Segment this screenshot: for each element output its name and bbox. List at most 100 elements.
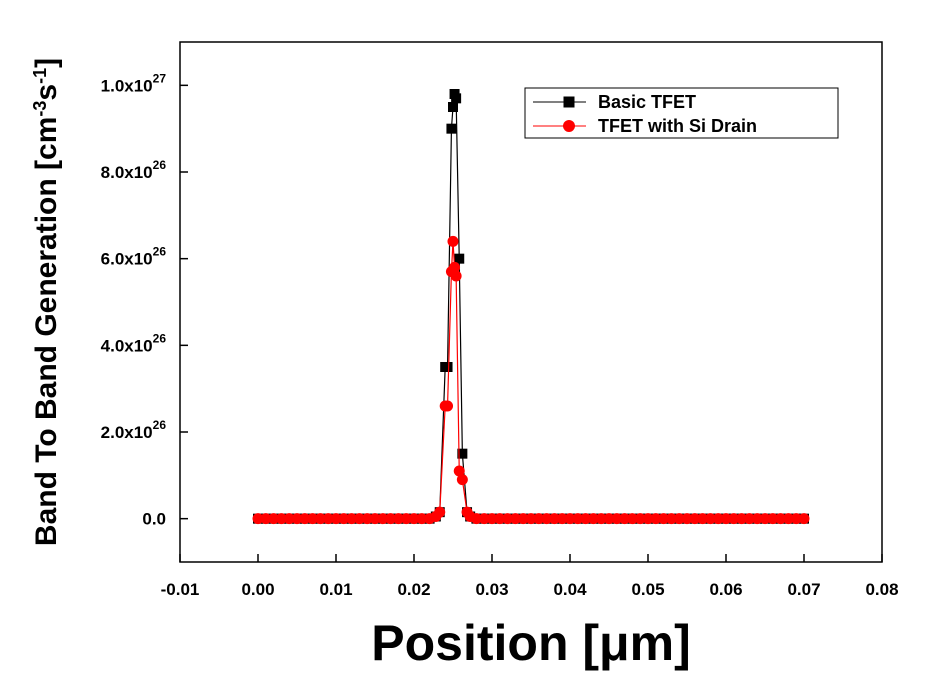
data-point-tfet-with-si-drain bbox=[299, 513, 311, 525]
data-point-tfet-with-si-drain bbox=[775, 513, 787, 525]
data-point-tfet-with-si-drain bbox=[252, 513, 264, 525]
data-point-tfet-with-si-drain bbox=[338, 513, 350, 525]
data-point-tfet-with-si-drain bbox=[268, 513, 280, 525]
data-point-tfet-with-si-drain bbox=[447, 235, 459, 247]
data-point-basic-tfet bbox=[448, 102, 458, 112]
legend-marker-basic-tfet bbox=[563, 96, 575, 108]
data-point-tfet-with-si-drain bbox=[611, 513, 623, 525]
x-tick-label: -0.01 bbox=[161, 580, 200, 599]
data-point-tfet-with-si-drain bbox=[541, 513, 553, 525]
data-point-tfet-with-si-drain bbox=[517, 513, 529, 525]
data-point-tfet-with-si-drain bbox=[689, 513, 701, 525]
data-point-tfet-with-si-drain bbox=[767, 513, 779, 525]
x-tick-label: 0.02 bbox=[397, 580, 430, 599]
data-point-tfet-with-si-drain bbox=[408, 513, 420, 525]
data-point-tfet-with-si-drain bbox=[369, 513, 381, 525]
data-point-tfet-with-si-drain bbox=[603, 513, 615, 525]
data-point-tfet-with-si-drain bbox=[673, 513, 685, 525]
data-point-tfet-with-si-drain bbox=[712, 513, 724, 525]
x-tick-label: 0.03 bbox=[475, 580, 508, 599]
data-point-tfet-with-si-drain bbox=[595, 513, 607, 525]
data-point-tfet-with-si-drain bbox=[564, 513, 576, 525]
series-line-basic-tfet bbox=[258, 93, 804, 520]
data-point-tfet-with-si-drain bbox=[449, 261, 461, 273]
data-point-tfet-with-si-drain bbox=[619, 513, 631, 525]
data-point-tfet-with-si-drain bbox=[353, 513, 365, 525]
y-tick-label: 0.0 bbox=[142, 510, 166, 529]
data-point-basic-tfet bbox=[457, 448, 468, 459]
data-point-tfet-with-si-drain bbox=[314, 513, 326, 525]
x-tick-label: 0.07 bbox=[787, 580, 820, 599]
data-point-tfet-with-si-drain bbox=[720, 513, 732, 525]
data-point-tfet-with-si-drain bbox=[743, 513, 755, 525]
data-point-tfet-with-si-drain bbox=[759, 513, 771, 525]
data-point-tfet-with-si-drain bbox=[283, 513, 295, 525]
data-point-tfet-with-si-drain bbox=[697, 513, 709, 525]
data-point-tfet-with-si-drain bbox=[275, 513, 287, 525]
x-tick-label: 0.04 bbox=[553, 580, 587, 599]
x-tick-label: 0.08 bbox=[865, 580, 898, 599]
x-tick-label: 0.05 bbox=[631, 580, 664, 599]
data-point-tfet-with-si-drain bbox=[548, 513, 560, 525]
data-point-basic-tfet bbox=[446, 123, 457, 134]
data-point-tfet-with-si-drain bbox=[798, 513, 810, 525]
data-point-tfet-with-si-drain bbox=[400, 513, 412, 525]
data-point-tfet-with-si-drain bbox=[291, 513, 303, 525]
data-point-tfet-with-si-drain bbox=[509, 513, 521, 525]
data-point-tfet-with-si-drain bbox=[556, 513, 568, 525]
data-point-tfet-with-si-drain bbox=[525, 513, 537, 525]
data-point-tfet-with-si-drain bbox=[681, 513, 693, 525]
data-point-tfet-with-si-drain bbox=[442, 400, 454, 412]
x-axis-title: Position [μm] bbox=[371, 615, 690, 671]
data-point-tfet-with-si-drain bbox=[587, 513, 599, 525]
data-point-tfet-with-si-drain bbox=[580, 513, 592, 525]
data-point-basic-tfet bbox=[454, 253, 465, 264]
y-axis-title: Band To Band Generation [cm-3s-1] bbox=[30, 58, 63, 546]
data-point-tfet-with-si-drain bbox=[572, 513, 584, 525]
data-point-tfet-with-si-drain bbox=[361, 513, 373, 525]
legend-label-basic-tfet: Basic TFET bbox=[598, 92, 696, 112]
data-point-tfet-with-si-drain bbox=[704, 513, 716, 525]
data-point-tfet-with-si-drain bbox=[502, 513, 514, 525]
data-point-tfet-with-si-drain bbox=[736, 513, 748, 525]
series-layer bbox=[252, 89, 810, 525]
data-point-tfet-with-si-drain bbox=[790, 513, 802, 525]
data-point-tfet-with-si-drain bbox=[416, 513, 428, 525]
data-point-tfet-with-si-drain bbox=[330, 513, 342, 525]
data-point-tfet-with-si-drain bbox=[642, 513, 654, 525]
legend-box bbox=[524, 87, 839, 139]
data-point-tfet-with-si-drain bbox=[626, 513, 638, 525]
y-tick-label: 8.0x1026 bbox=[101, 158, 167, 182]
data-point-tfet-with-si-drain bbox=[307, 513, 319, 525]
data-point-basic-tfet bbox=[451, 93, 462, 104]
axis-ticks: -0.01 0.00 0.01 0.02 0.03 0.04 0.05 0.06 0.07 0.0… bbox=[101, 71, 899, 599]
y-tick-label: 4.0x1026 bbox=[101, 331, 167, 355]
data-point-tfet-with-si-drain bbox=[385, 513, 397, 525]
data-point-tfet-with-si-drain bbox=[260, 513, 272, 525]
data-point-tfet-with-si-drain bbox=[377, 513, 389, 525]
data-point-tfet-with-si-drain bbox=[392, 513, 404, 525]
data-point-tfet-with-si-drain bbox=[782, 513, 794, 525]
data-point-tfet-with-si-drain bbox=[470, 513, 482, 525]
data-point-tfet-with-si-drain bbox=[728, 513, 740, 525]
data-point-tfet-with-si-drain bbox=[456, 474, 468, 486]
data-point-tfet-with-si-drain bbox=[751, 513, 763, 525]
data-point-tfet-with-si-drain bbox=[434, 506, 446, 518]
x-tick-label: 0.00 bbox=[241, 580, 274, 599]
y-tick-label: 6.0x1026 bbox=[101, 245, 167, 269]
data-point-tfet-with-si-drain bbox=[486, 513, 498, 525]
plot-area-frame bbox=[179, 41, 883, 563]
data-point-tfet-with-si-drain bbox=[634, 513, 646, 525]
data-point-tfet-with-si-drain bbox=[533, 513, 545, 525]
data-point-tfet-with-si-drain bbox=[665, 513, 677, 525]
legend-marker-si-drain bbox=[563, 120, 575, 132]
y-tick-label: 2.0x1026 bbox=[101, 418, 167, 442]
series-line-tfet-with-si-drain bbox=[258, 241, 804, 520]
x-tick-label: 0.06 bbox=[709, 580, 742, 599]
data-point-tfet-with-si-drain bbox=[453, 465, 465, 477]
data-point-basic-tfet bbox=[442, 362, 453, 372]
data-point-tfet-with-si-drain bbox=[650, 513, 662, 525]
legend: Basic TFET TFET with Si Drain bbox=[524, 87, 839, 139]
data-point-tfet-with-si-drain bbox=[478, 513, 490, 525]
